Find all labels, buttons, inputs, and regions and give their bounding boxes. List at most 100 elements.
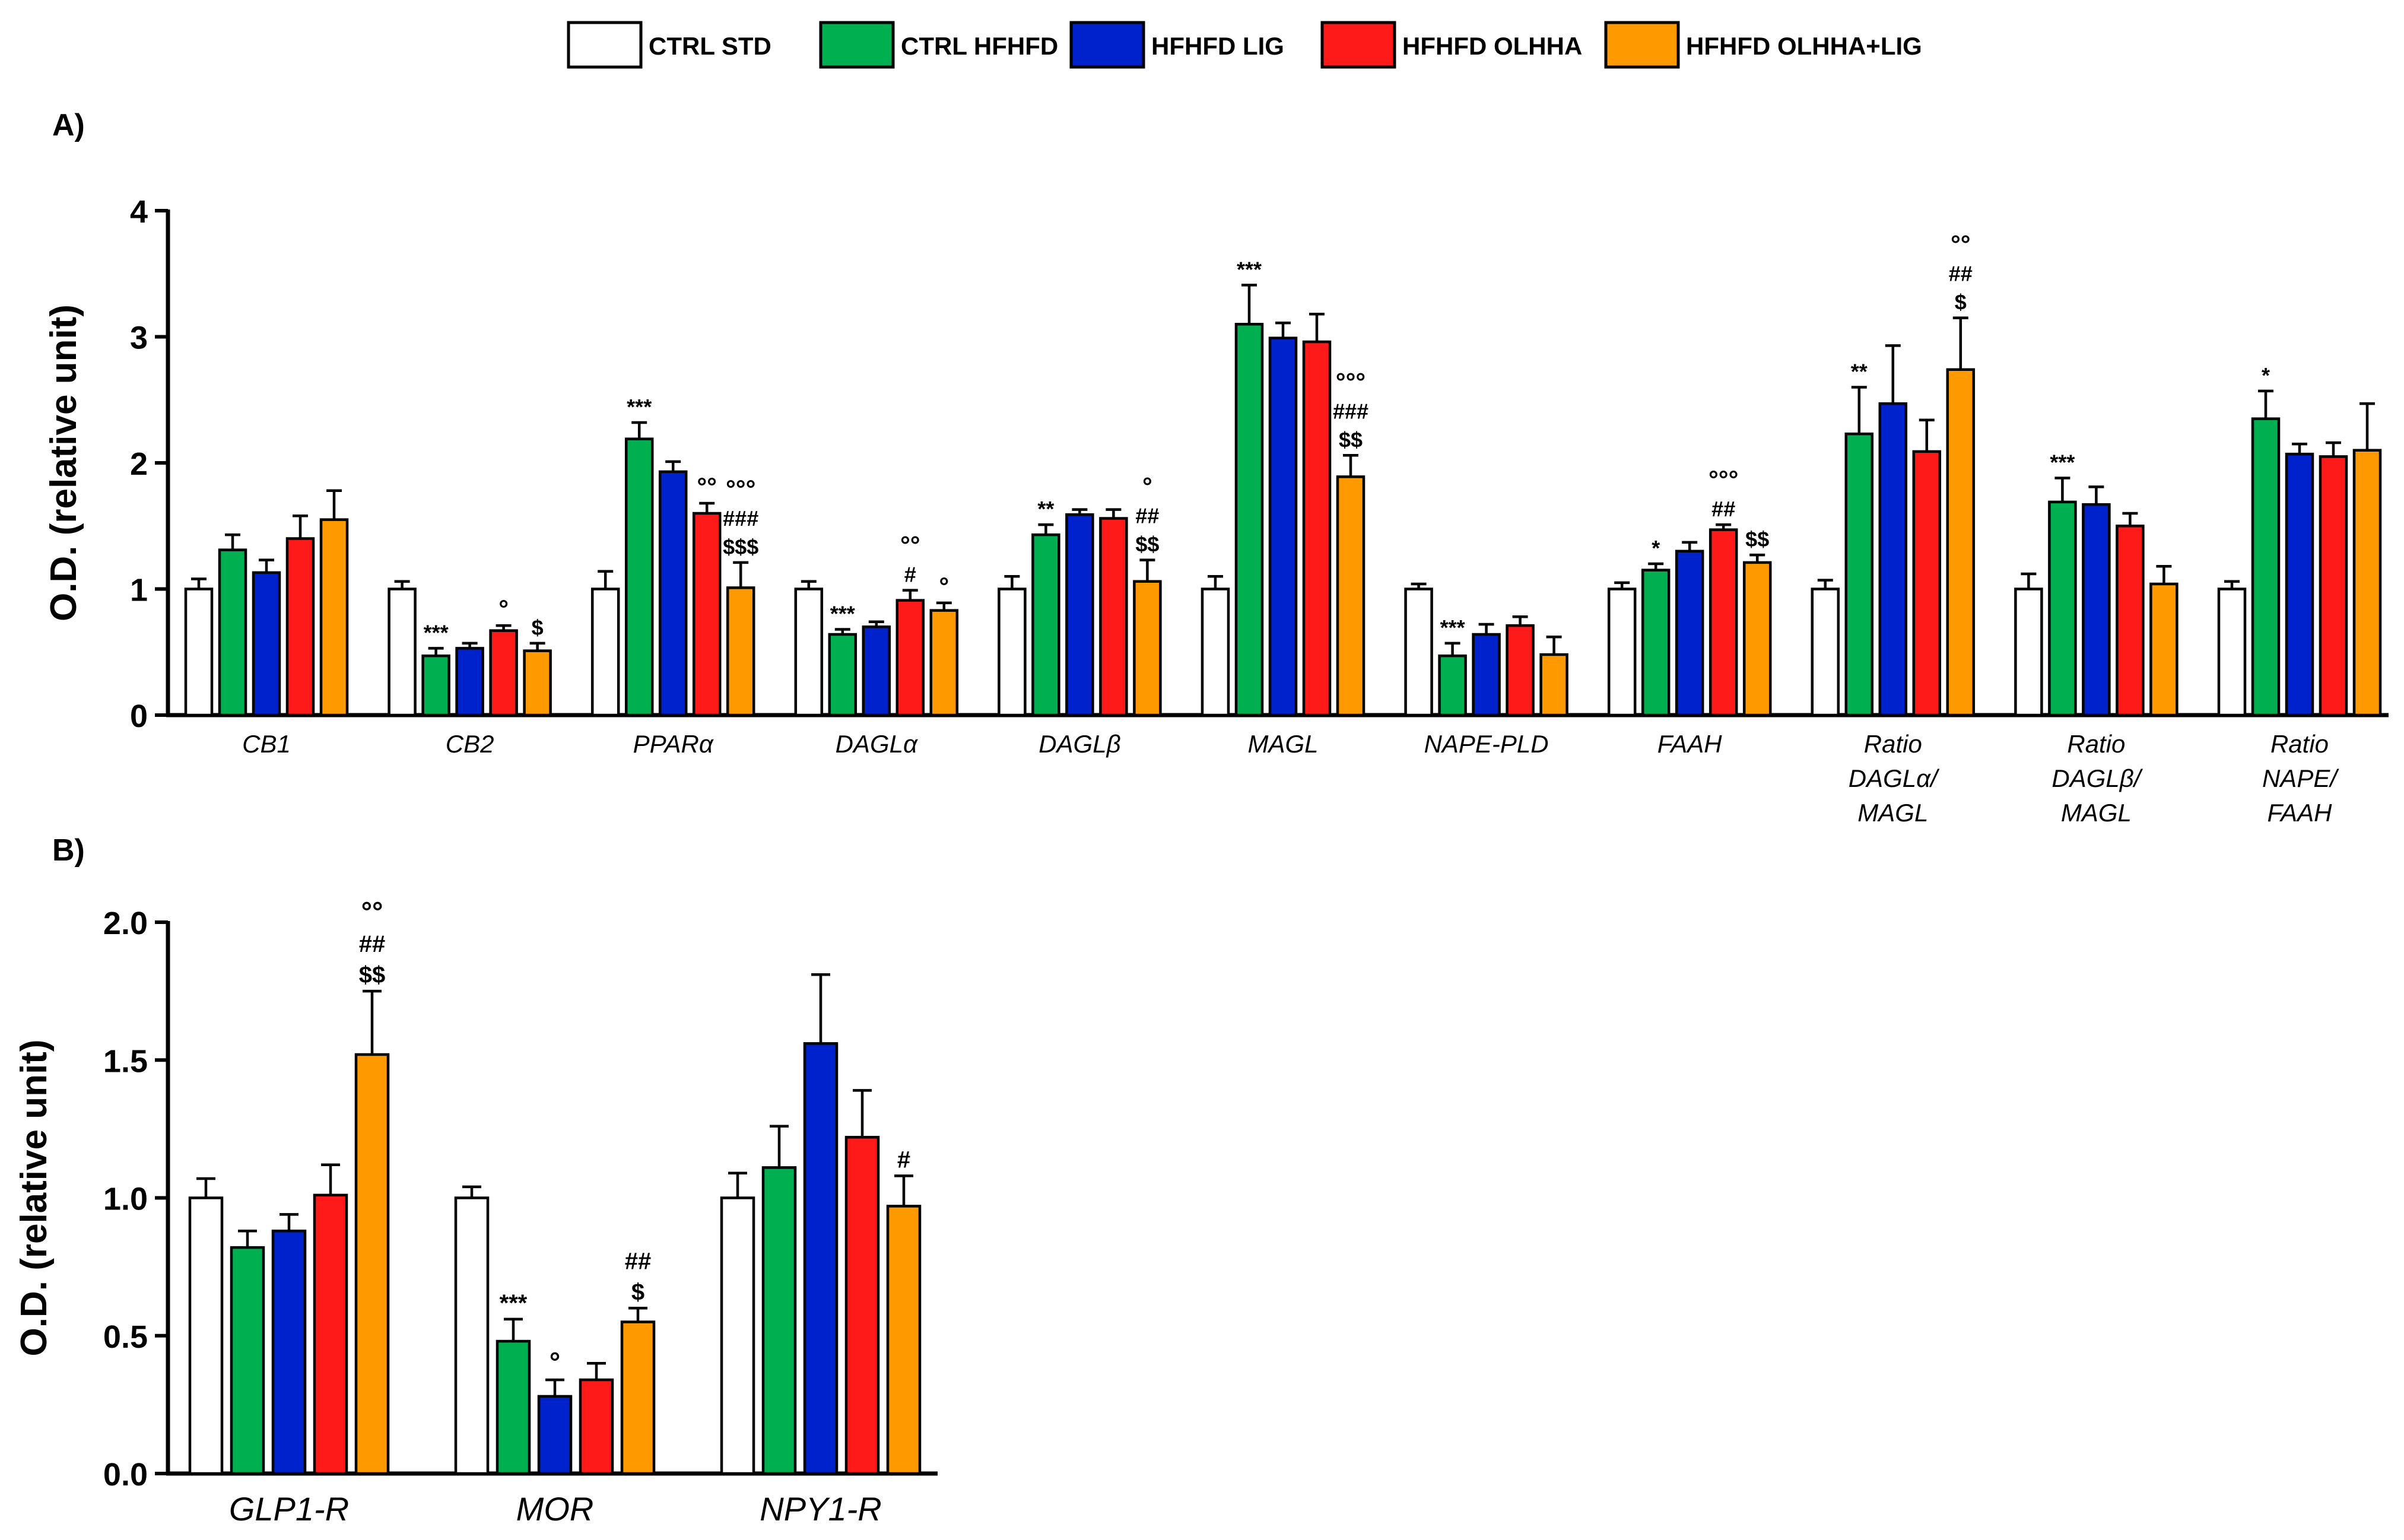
significance-marker: $ bbox=[1955, 290, 1967, 315]
panel-b-label: B) bbox=[52, 833, 85, 868]
bar bbox=[489, 629, 518, 717]
bar bbox=[454, 1196, 490, 1475]
bar bbox=[1607, 588, 1637, 717]
significance-marker: *** bbox=[2050, 450, 2075, 475]
bar bbox=[1234, 323, 1264, 717]
bar bbox=[1742, 561, 1772, 717]
bar bbox=[1844, 432, 1874, 717]
significance-marker: ° bbox=[550, 1347, 560, 1377]
significance-marker: $$ bbox=[1135, 532, 1159, 557]
bar bbox=[1404, 588, 1433, 717]
category-label: NPY1-R bbox=[760, 1490, 881, 1528]
bar bbox=[421, 654, 450, 717]
significance-marker: ## bbox=[625, 1248, 652, 1274]
bar bbox=[1708, 528, 1738, 717]
bar bbox=[1946, 368, 1976, 717]
bar bbox=[692, 512, 722, 717]
y-tick-label: 1.5 bbox=[103, 1043, 148, 1079]
bar bbox=[720, 1196, 755, 1475]
category-label: MAGL bbox=[1857, 799, 1928, 827]
legend-label-0: CTRL STD bbox=[649, 32, 771, 60]
significance-marker: ** bbox=[1851, 360, 1868, 384]
bar bbox=[761, 1166, 797, 1475]
bar bbox=[620, 1320, 656, 1475]
bar bbox=[886, 1205, 922, 1475]
bar bbox=[998, 588, 1027, 717]
bar bbox=[1268, 336, 1298, 717]
significance-marker: *** bbox=[424, 620, 449, 644]
category-label: Ratio bbox=[2067, 730, 2125, 758]
significance-marker: * bbox=[1652, 536, 1660, 560]
bar bbox=[319, 518, 349, 717]
bar bbox=[1133, 580, 1162, 717]
y-tick-label: 3 bbox=[130, 320, 148, 356]
bar bbox=[1031, 533, 1060, 717]
bar bbox=[1878, 402, 1908, 717]
significance-marker: ## bbox=[1711, 497, 1735, 521]
category-label: FAAH bbox=[1657, 730, 1723, 758]
legend-swatch-4 bbox=[1604, 21, 1680, 69]
bar bbox=[1539, 653, 1568, 717]
bar bbox=[624, 437, 654, 717]
significance-marker: *** bbox=[627, 395, 652, 419]
bar bbox=[862, 625, 891, 717]
bar bbox=[895, 599, 925, 717]
bar bbox=[2116, 525, 2145, 717]
significance-marker: # bbox=[897, 1147, 910, 1173]
category-label: CB1 bbox=[242, 730, 291, 758]
bar bbox=[523, 649, 552, 717]
bar bbox=[2285, 452, 2314, 717]
significance-marker: *** bbox=[1237, 257, 1262, 281]
legend-label-3: HFHFD OLHHA bbox=[1402, 32, 1582, 60]
significance-marker: # bbox=[904, 563, 916, 587]
bar bbox=[2251, 417, 2281, 717]
legend-label-1: CTRL HFHFD bbox=[901, 32, 1058, 60]
significance-marker: $$ bbox=[1339, 427, 1363, 452]
bar bbox=[1912, 450, 1942, 717]
bar bbox=[285, 537, 315, 717]
y-tick-label: 4 bbox=[130, 194, 148, 230]
category-label: FAAH bbox=[2268, 799, 2333, 827]
significance-marker: ° bbox=[498, 595, 509, 623]
bar bbox=[313, 1193, 348, 1475]
bar bbox=[579, 1378, 614, 1475]
significance-marker: $$ bbox=[359, 962, 386, 988]
significance-marker: °° bbox=[900, 531, 920, 559]
category-label: CB2 bbox=[446, 730, 494, 758]
bar bbox=[271, 1229, 307, 1475]
bar bbox=[188, 1196, 224, 1475]
y-tick-label: 1 bbox=[130, 573, 148, 608]
significance-marker: ### bbox=[723, 506, 758, 531]
bar bbox=[496, 1339, 531, 1475]
bar bbox=[354, 1053, 390, 1475]
bar bbox=[2082, 503, 2111, 717]
bar bbox=[1438, 654, 1467, 717]
legend-swatch-0 bbox=[567, 21, 643, 69]
panel-b-chart: 0.0 0.5 1.0 1.5 2.0 O.D. (relative unit) °° ## $… bbox=[14, 896, 938, 1528]
bar bbox=[230, 1246, 265, 1475]
significance-marker: *** bbox=[1440, 615, 1465, 640]
category-label: DAGLβ bbox=[1039, 730, 1120, 758]
category-label: MOR bbox=[516, 1490, 594, 1528]
bar bbox=[2319, 455, 2348, 717]
y-axis-title: O.D. (relative unit) bbox=[43, 304, 84, 621]
y-tick-label: 1.0 bbox=[103, 1182, 148, 1217]
significance-marker: $$$ bbox=[723, 535, 758, 559]
bar bbox=[2014, 588, 2043, 717]
bar bbox=[828, 633, 858, 717]
category-label: DAGLα bbox=[836, 730, 918, 758]
significance-marker: *** bbox=[500, 1290, 528, 1316]
bar bbox=[1641, 569, 1671, 717]
significance-marker: ** bbox=[1037, 497, 1054, 521]
significance-marker: °°° bbox=[726, 475, 755, 503]
bar bbox=[929, 609, 959, 717]
bar bbox=[537, 1395, 573, 1475]
y-axis-title: O.D. (relative unit) bbox=[14, 1040, 55, 1357]
significance-marker: °°° bbox=[1708, 465, 1738, 493]
legend-swatch-3 bbox=[1320, 21, 1396, 69]
panel-a-label: A) bbox=[52, 108, 85, 142]
y-tick-label: 2.0 bbox=[103, 906, 148, 941]
significance-marker: * bbox=[2262, 363, 2270, 388]
bar bbox=[1675, 550, 1704, 717]
legend-label-4: HFHFD OLHHA+LIG bbox=[1686, 32, 1922, 60]
